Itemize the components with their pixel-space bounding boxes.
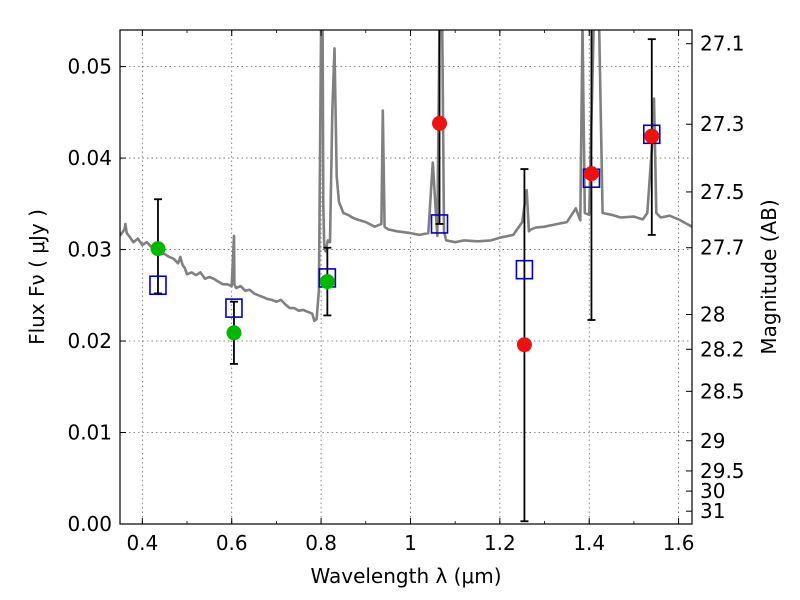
x-tick-label: 0.8 — [305, 531, 337, 555]
y-tick-label: 0.02 — [67, 329, 112, 353]
observed-point — [583, 166, 599, 182]
grid-lines — [120, 30, 692, 525]
right-tick-label: 27.5 — [700, 180, 745, 204]
right-axis-label: Magnitude (AB) — [757, 199, 781, 354]
right-tick-label: 30 — [700, 479, 725, 503]
right-tick-label: 28.2 — [700, 337, 745, 361]
right-tick-label: 27.1 — [700, 32, 745, 56]
observed-point — [150, 241, 166, 257]
x-tick-label: 0.6 — [216, 531, 248, 555]
x-tick-label: 1.4 — [573, 531, 605, 555]
x-tick-label: 1.2 — [484, 531, 516, 555]
right-tick-label: 29 — [700, 429, 725, 453]
right-tick-label: 31 — [700, 499, 725, 523]
y-tick-label: 0.04 — [67, 146, 112, 170]
y-tick-label: 0.00 — [67, 512, 112, 536]
observed-point — [432, 115, 448, 131]
right-tick-label: 28 — [700, 303, 725, 327]
right-tick-label: 29.5 — [700, 459, 745, 483]
plot-frame — [119, 29, 693, 525]
observed-point — [319, 274, 335, 290]
x-axis-label: Wavelength λ (μm) — [310, 564, 501, 588]
observed-points — [150, 115, 660, 353]
model-spectrum-line — [120, 30, 692, 323]
model-phot-marker — [430, 214, 449, 234]
observed-point — [516, 337, 532, 353]
x-tick-label: 0.4 — [126, 531, 158, 555]
y-tick-label: 0.05 — [67, 55, 112, 79]
model-spectrum — [120, 30, 692, 323]
y-axis-label: Flux Fν ( μJy ) — [25, 209, 49, 345]
model-phot-marker — [225, 298, 243, 318]
model-phot-marker — [149, 275, 167, 296]
x-axis-ticks: 0.4 0.6 0.8 1 1.2 1.4 1.6 — [126, 30, 695, 555]
y-axis-ticks: 0.00 0.01 0.02 0.03 0.04 0.05 — [67, 55, 126, 536]
x-tick-label: 1 — [404, 531, 417, 555]
observed-point — [644, 128, 660, 144]
right-tick-label: 27.3 — [700, 112, 745, 136]
y-tick-label: 0.01 — [67, 421, 112, 445]
right-tick-label: 28.5 — [700, 379, 745, 403]
x-tick-label: 1.6 — [663, 531, 695, 555]
observed-point — [226, 325, 242, 341]
y-tick-label: 0.03 — [67, 238, 112, 262]
right-tick-label: 27.7 — [700, 236, 745, 260]
model-phot-marker — [515, 259, 534, 280]
